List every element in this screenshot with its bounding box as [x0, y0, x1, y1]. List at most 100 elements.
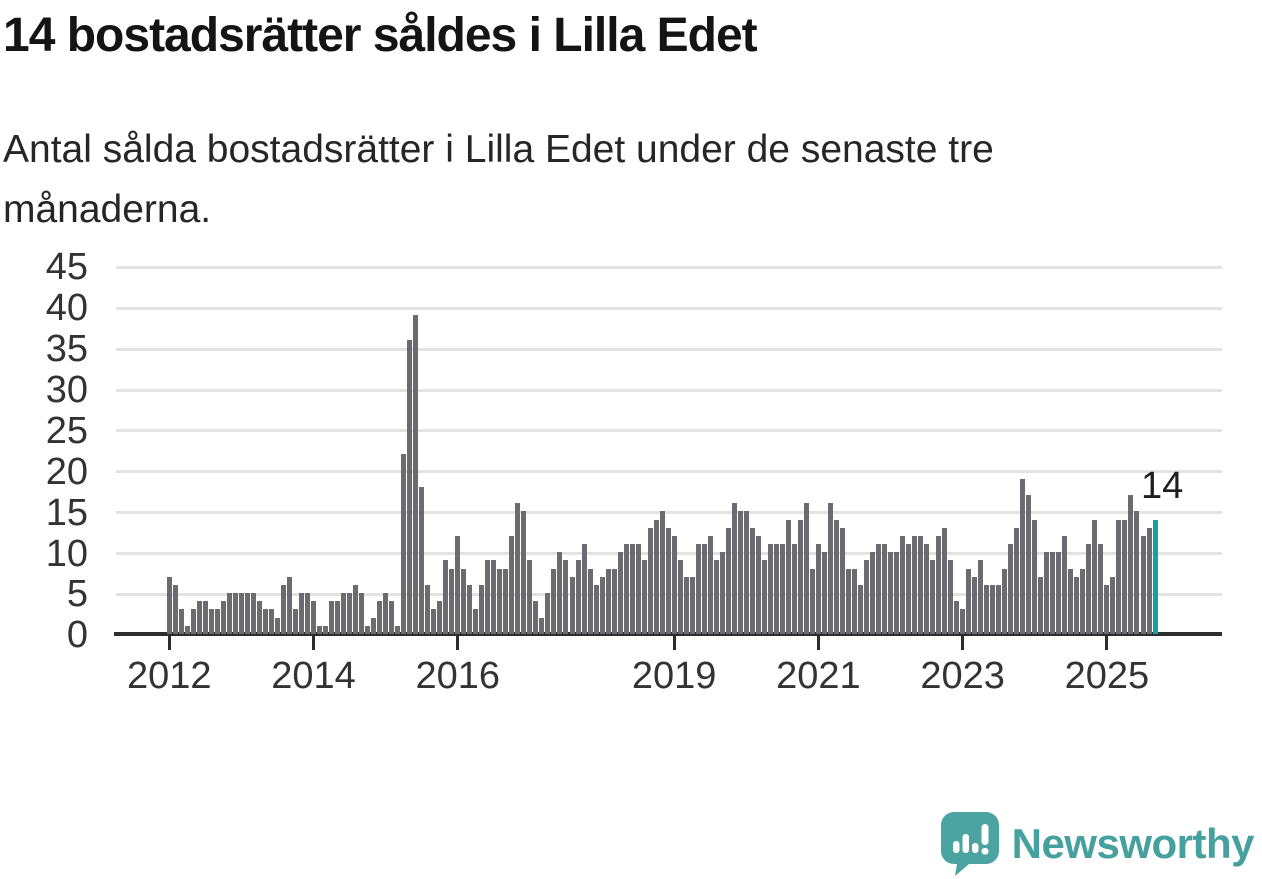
bar — [882, 544, 887, 634]
bar — [600, 577, 605, 634]
bar — [666, 528, 671, 634]
bar — [377, 601, 382, 634]
bar — [173, 585, 178, 634]
bar — [401, 454, 406, 634]
bar — [846, 569, 851, 634]
bar — [527, 560, 532, 634]
bar — [588, 569, 593, 634]
newsworthy-logo-icon — [940, 812, 999, 876]
bar — [443, 560, 448, 634]
bar — [1122, 520, 1127, 634]
bar — [582, 544, 587, 634]
bar — [642, 560, 647, 634]
bar — [690, 577, 695, 634]
bar — [894, 552, 899, 634]
bar — [864, 560, 869, 634]
bar — [1002, 569, 1007, 634]
bar — [900, 536, 905, 634]
gridline-y40 — [116, 306, 1222, 310]
x-axis-tick — [961, 636, 965, 650]
bar — [612, 569, 617, 634]
bar — [251, 593, 256, 634]
bar — [744, 511, 749, 634]
bar — [1068, 569, 1073, 634]
x-axis-tick-label: 2012 — [127, 655, 212, 697]
bar — [347, 593, 352, 634]
bar — [275, 618, 280, 634]
bar — [245, 593, 250, 634]
bar — [630, 544, 635, 634]
bar — [804, 503, 809, 634]
bar — [1020, 479, 1025, 634]
bar — [876, 544, 881, 634]
x-axis-tick — [312, 636, 316, 650]
gridline-y15 — [116, 511, 1222, 515]
bar — [437, 601, 442, 634]
bar — [1104, 585, 1109, 634]
bar — [293, 609, 298, 634]
newsworthy-logo: Newsworthy — [940, 812, 1255, 876]
bar — [497, 569, 502, 634]
bar — [305, 593, 310, 634]
bar — [936, 536, 941, 634]
bar — [329, 601, 334, 634]
x-axis-tick-label: 2019 — [631, 655, 717, 697]
chart-title: 14 bostadsrätter såldes i Lilla Edet — [3, 9, 758, 62]
bar — [257, 601, 262, 634]
bar — [383, 593, 388, 634]
bar — [311, 601, 316, 634]
bar — [551, 569, 556, 634]
bar — [966, 569, 971, 634]
bar — [996, 585, 1001, 634]
bar — [485, 560, 490, 634]
bar — [299, 593, 304, 634]
bar — [239, 593, 244, 634]
bar — [930, 560, 935, 634]
bar — [1050, 552, 1055, 634]
bar — [984, 585, 989, 634]
bar — [678, 560, 683, 634]
bar — [335, 601, 340, 634]
bar — [750, 528, 755, 634]
bar — [1128, 495, 1133, 634]
y-axis-tick-label: 25 — [45, 409, 88, 452]
bar — [1074, 577, 1079, 634]
x-axis-tick — [167, 636, 171, 650]
bar — [197, 601, 202, 634]
bar — [1147, 528, 1152, 634]
bar — [449, 569, 454, 634]
bar — [708, 536, 713, 634]
bar — [371, 618, 376, 634]
x-axis-tick-label: 2016 — [415, 655, 501, 697]
bar — [714, 560, 719, 634]
bar — [1026, 495, 1031, 634]
highlight-bar — [1153, 520, 1158, 634]
bar — [816, 544, 821, 634]
x-axis-tick-label: 2023 — [920, 655, 1005, 697]
bar — [798, 520, 803, 634]
bar — [840, 528, 845, 634]
bar — [1086, 544, 1091, 634]
bar — [1008, 544, 1013, 634]
bar — [960, 609, 965, 634]
bar — [870, 552, 875, 634]
bar — [287, 577, 292, 634]
bar — [1116, 520, 1121, 634]
chart-subtitle-line2: månaderna. — [3, 188, 212, 231]
bar — [419, 487, 424, 634]
bar — [203, 601, 208, 634]
bar — [1134, 511, 1139, 634]
bar — [1098, 544, 1103, 634]
bar — [726, 528, 731, 634]
bar — [780, 544, 785, 634]
y-axis-tick-label: 15 — [45, 491, 88, 534]
bar — [1014, 528, 1019, 634]
y-axis-tick-label: 45 — [45, 246, 88, 289]
bar — [1038, 577, 1043, 634]
y-axis-tick-label: 0 — [66, 614, 88, 657]
x-axis-tick-label: 2025 — [1064, 655, 1150, 697]
bar — [533, 601, 538, 634]
bar — [906, 544, 911, 634]
bar — [918, 536, 923, 634]
bar — [576, 560, 581, 634]
